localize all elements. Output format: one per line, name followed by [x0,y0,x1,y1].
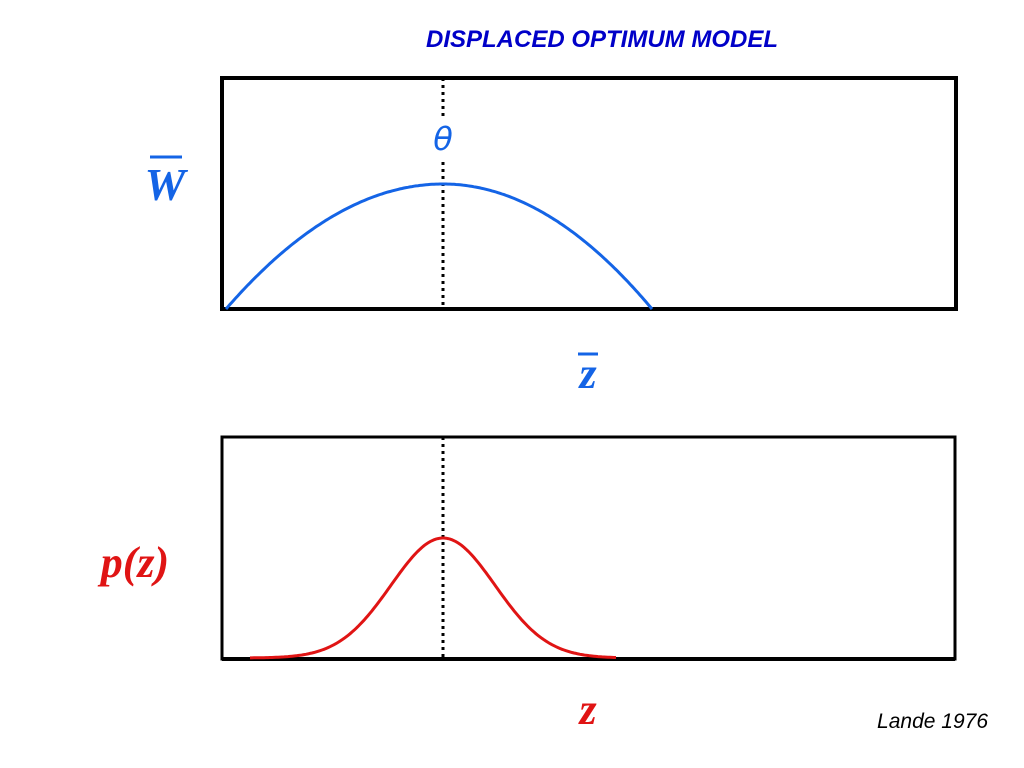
citation: Lande 1976 [877,710,988,733]
top-x-label: z [577,349,596,398]
top-y-label: W [145,159,189,210]
bottom-distribution-curve [250,536,616,660]
top-panel-frame [220,76,958,311]
top-fitness-curve [224,182,654,310]
slide-title: DISPLACED OPTIMUM MODEL [426,26,778,53]
theta-label-bg [426,118,460,158]
bottom-panel-frame [220,435,957,661]
bottom-y-label: p(z) [97,538,169,587]
bottom-x-label: z [577,685,596,734]
theta-label: θ [433,120,453,158]
